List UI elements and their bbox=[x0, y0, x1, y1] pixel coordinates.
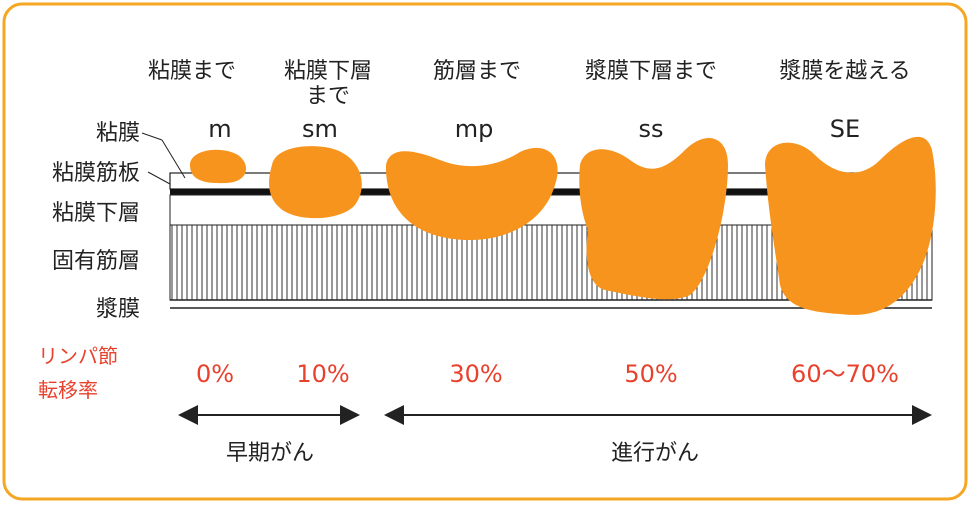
metastasis-rate: 60〜70% bbox=[791, 360, 899, 388]
invasion-code: m bbox=[208, 115, 231, 143]
invasion-code: sm bbox=[302, 115, 338, 143]
depth-label: 筋層まで bbox=[433, 59, 521, 84]
stage-label: 進行がん bbox=[611, 441, 699, 466]
layer-label: 固有筋層 bbox=[52, 249, 140, 274]
layer-label: 粘膜下層 bbox=[52, 201, 140, 226]
metastasis-rate: 10% bbox=[296, 360, 349, 388]
metastasis-rate: 0% bbox=[196, 360, 234, 388]
invasion-code: mp bbox=[455, 115, 494, 143]
stage-label: 早期がん bbox=[226, 441, 314, 466]
layer-label: 漿膜 bbox=[96, 297, 140, 322]
invasion-code: SE bbox=[830, 115, 860, 143]
depth-label: 粘膜まで bbox=[148, 59, 236, 84]
layer-label: 粘膜 bbox=[96, 121, 140, 146]
depth-label: まで bbox=[306, 84, 350, 109]
metastasis-rate: 30% bbox=[449, 360, 502, 388]
invasion-code: ss bbox=[638, 115, 663, 143]
rate-label: リンパ節 bbox=[38, 344, 118, 368]
depth-label: 漿膜を越える bbox=[779, 59, 910, 84]
diagram: 粘膜までm0%粘膜下層までsm10%筋層までmp30%漿膜下層までss50%漿膜… bbox=[0, 0, 971, 505]
layer-label: 粘膜筋板 bbox=[52, 161, 140, 186]
depth-label: 粘膜下層 bbox=[284, 59, 372, 84]
metastasis-rate: 50% bbox=[624, 360, 677, 388]
rate-label: 転移率 bbox=[38, 378, 98, 402]
depth-label: 漿膜下層まで bbox=[585, 59, 717, 84]
